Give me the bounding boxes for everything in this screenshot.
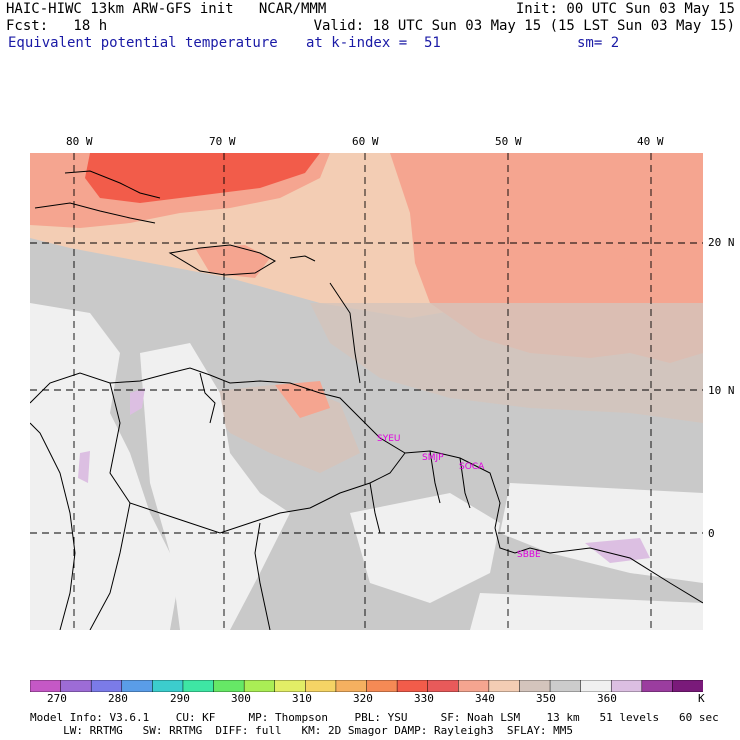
field-name: Equivalent potential temperature bbox=[8, 35, 278, 51]
lon-label-50w: 50 W bbox=[495, 135, 522, 148]
lat-label-20n: 20 N bbox=[708, 236, 735, 249]
header-init-time: Init: 00 UTC Sun 03 May 15 bbox=[515, 1, 735, 17]
colorbar-swatch bbox=[243, 680, 276, 692]
header-forecast-hour: Fcst: 18 h bbox=[6, 18, 108, 34]
colorbar-label-300: 300 bbox=[231, 692, 251, 705]
colorbar-label-340: 340 bbox=[475, 692, 495, 705]
colorbar-swatch bbox=[610, 680, 643, 692]
colorbar bbox=[30, 680, 703, 692]
station-soca: SOCA bbox=[459, 462, 485, 472]
station-labels: SYEU SMJP SOCA SBBE bbox=[377, 434, 541, 560]
lat-label-10n: 10 N bbox=[708, 384, 735, 397]
theta-e-map: SYEU SMJP SOCA SBBE bbox=[30, 153, 703, 630]
level-label: at k-index = 51 bbox=[306, 35, 441, 51]
smoothing-label: sm= 2 bbox=[577, 35, 620, 51]
colorbar-label-360: 360 bbox=[597, 692, 617, 705]
colorbar-swatch bbox=[121, 680, 154, 692]
field-lilac-1 bbox=[130, 388, 145, 415]
colorbar-swatch bbox=[672, 680, 703, 692]
footer-model-info: Model Info: V3.6.1 CU: KF MP: Thompson P… bbox=[30, 711, 719, 724]
field-white-amazon bbox=[350, 493, 500, 603]
field-red-nw bbox=[85, 153, 320, 203]
colorbar-label-320: 320 bbox=[353, 692, 373, 705]
field-white-central bbox=[140, 343, 290, 630]
colorbar-swatch bbox=[152, 680, 184, 692]
field-white-east bbox=[500, 483, 703, 583]
lon-label-70w: 70 W bbox=[209, 135, 236, 148]
colorbar-swatch bbox=[519, 680, 551, 692]
colorbar-swatch bbox=[549, 680, 582, 692]
colorbar-swatch bbox=[60, 680, 92, 692]
colorbar-swatch bbox=[366, 680, 398, 692]
colorbar-swatch bbox=[427, 680, 460, 692]
lat-label-eq: 0 bbox=[708, 527, 715, 540]
colorbar-label-290: 290 bbox=[170, 692, 190, 705]
header-title: HAIC-HIWC 13km ARW-GFS init NCAR/MMM bbox=[6, 1, 327, 17]
colorbar-swatch bbox=[213, 680, 245, 692]
coastlines bbox=[30, 170, 703, 630]
colorbar-label-270: 270 bbox=[47, 692, 67, 705]
lon-label-40w: 40 W bbox=[637, 135, 664, 148]
colorbar-label-350: 350 bbox=[536, 692, 556, 705]
colorbar-label-330: 330 bbox=[414, 692, 434, 705]
colorbar-swatch bbox=[488, 680, 521, 692]
colorbar-swatch bbox=[274, 680, 307, 692]
field-white-south bbox=[470, 593, 703, 630]
colorbar-swatch bbox=[305, 680, 337, 692]
field-lilac-2 bbox=[78, 451, 90, 483]
station-sbbe: SBBE bbox=[517, 550, 541, 560]
colorbar-unit: K bbox=[698, 692, 705, 705]
colorbar-swatch bbox=[396, 680, 429, 692]
field-white-sw bbox=[30, 303, 180, 630]
field-lilac-3 bbox=[585, 538, 650, 563]
station-syeu: SYEU bbox=[377, 434, 400, 444]
header-valid-time: Valid: 18 UTC Sun 03 May 15 (15 LST Sun … bbox=[313, 18, 735, 34]
colorbar-swatch bbox=[90, 680, 123, 692]
lon-label-80w: 80 W bbox=[66, 135, 93, 148]
lon-label-60w: 60 W bbox=[352, 135, 379, 148]
colorbar-swatch bbox=[182, 680, 215, 692]
colorbar-swatch bbox=[458, 680, 490, 692]
colorbar-swatch bbox=[641, 680, 674, 692]
field-tan-mid bbox=[310, 303, 703, 423]
colorbar-label-280: 280 bbox=[108, 692, 128, 705]
colorbar-label-310: 310 bbox=[292, 692, 312, 705]
colorbar-swatch bbox=[580, 680, 612, 692]
field-tan-hispaniola bbox=[195, 245, 270, 278]
colorbar-swatch bbox=[335, 680, 368, 692]
station-smjp: SMJP bbox=[422, 453, 444, 463]
colorbar-swatch bbox=[30, 680, 62, 692]
footer-physics-info: LW: RRTMG SW: RRTMG DIFF: full KM: 2D Sm… bbox=[30, 724, 574, 737]
